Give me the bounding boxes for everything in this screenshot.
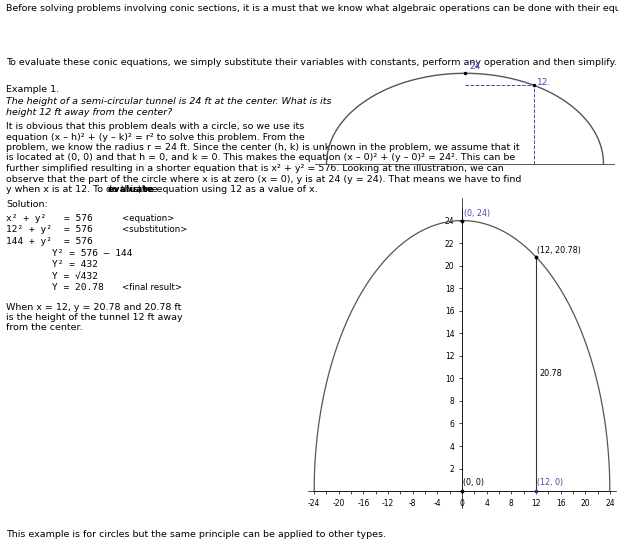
Text: 144 + y²: 144 + y² <box>6 237 52 246</box>
Text: problem, we know the radius r = 24 ft. Since the center (h, k) is unknown in the: problem, we know the radius r = 24 ft. S… <box>6 143 520 152</box>
Text: (0, 0): (0, 0) <box>464 478 485 487</box>
Text: (12, 20.78): (12, 20.78) <box>537 245 581 255</box>
Text: evaluate: evaluate <box>108 185 154 194</box>
Text: further simplified resulting in a shorter equation that is x² + y² = 576. Lookin: further simplified resulting in a shorte… <box>6 164 504 173</box>
Text: observe that the part of the circle where x is at zero (x = 0), y is at 24 (y = : observe that the part of the circle wher… <box>6 174 522 184</box>
Text: <equation>: <equation> <box>111 214 174 223</box>
Text: 12² + y²: 12² + y² <box>6 225 52 235</box>
Text: To evaluate these conic equations, we simply substitute their variables with con: To evaluate these conic equations, we si… <box>6 58 617 67</box>
Text: The height of a semi-circular tunnel is 24 ft at the center. What is its: The height of a semi-circular tunnel is … <box>6 97 331 106</box>
Text: Example 1.: Example 1. <box>6 85 59 94</box>
Text: Y² = 576 – 144: Y² = 576 – 144 <box>6 249 132 257</box>
Text: height 12 ft away from the center?: height 12 ft away from the center? <box>6 108 172 117</box>
Text: <substitution>: <substitution> <box>111 225 187 235</box>
Text: x² + y²: x² + y² <box>6 214 46 223</box>
Text: the equation using 12 as a value of x.: the equation using 12 as a value of x. <box>135 185 318 194</box>
Text: = 576: = 576 <box>64 237 93 246</box>
Text: Y = √432: Y = √432 <box>6 272 98 281</box>
Text: 24: 24 <box>470 62 481 72</box>
Text: When x = 12, y = 20.78 and 20.78 ft: When x = 12, y = 20.78 and 20.78 ft <box>6 302 181 312</box>
Text: (0, 24): (0, 24) <box>464 209 490 218</box>
Text: <final result>: <final result> <box>111 283 182 292</box>
Text: from the center.: from the center. <box>6 324 83 332</box>
Text: (12, 0): (12, 0) <box>537 478 563 487</box>
Text: Y² = 432: Y² = 432 <box>6 260 98 269</box>
Text: = 576: = 576 <box>64 214 93 223</box>
Text: This example is for circles but the same principle can be applied to other types: This example is for circles but the same… <box>6 530 386 539</box>
Text: Solution:: Solution: <box>6 200 48 209</box>
Text: = 576: = 576 <box>64 225 93 235</box>
Text: is located at (0, 0) and that h = 0, and k = 0. This makes the equation (x – 0)²: is located at (0, 0) and that h = 0, and… <box>6 154 515 162</box>
Text: It is obvious that this problem deals with a circle, so we use its: It is obvious that this problem deals wi… <box>6 122 304 131</box>
Text: is the height of the tunnel 12 ft away: is the height of the tunnel 12 ft away <box>6 313 183 322</box>
Text: equation (x – h)² + (y – k)² = r² to solve this problem. From the: equation (x – h)² + (y – k)² = r² to sol… <box>6 132 305 142</box>
Text: 12.: 12. <box>537 78 551 87</box>
Text: Y = 20.78: Y = 20.78 <box>6 283 104 292</box>
Text: Before solving problems involving conic sections, it is a must that we know what: Before solving problems involving conic … <box>6 4 618 13</box>
Text: 20.78: 20.78 <box>539 369 562 378</box>
Text: y when x is at 12. To do this, we: y when x is at 12. To do this, we <box>6 185 161 194</box>
